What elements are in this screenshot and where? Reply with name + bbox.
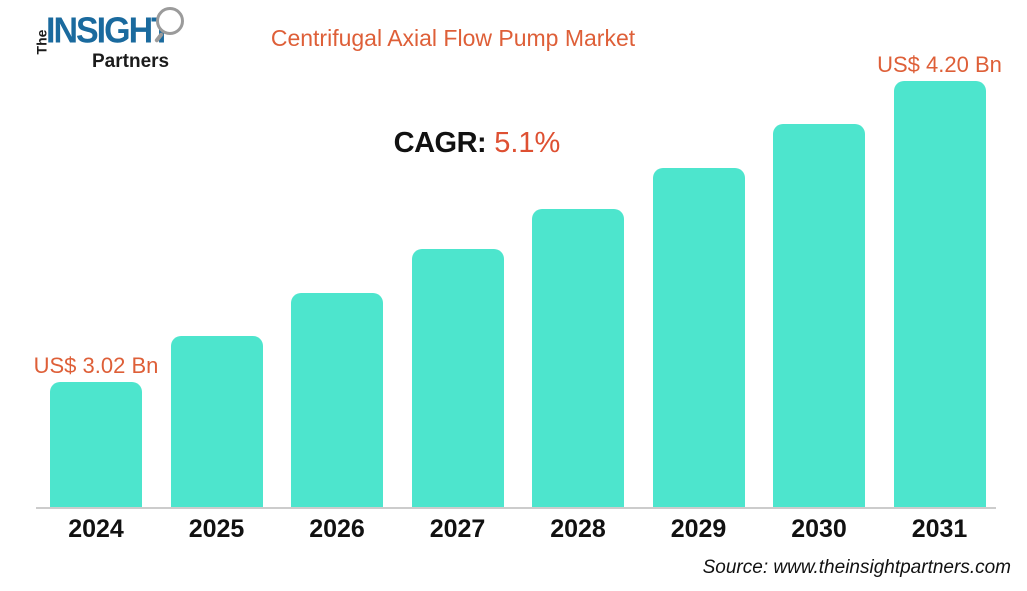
last-bar-value-label: US$ 4.20 Bn bbox=[877, 52, 1002, 77]
first-bar-value-label: US$ 3.02 Bn bbox=[33, 353, 159, 378]
cagr-label: CAGR: bbox=[393, 127, 487, 159]
chart-title: Centrifugal Axial Flow Pump Market bbox=[270, 25, 636, 51]
x-tick-label-2031: 2031 bbox=[911, 515, 968, 543]
x-tick-label-2025: 2025 bbox=[188, 515, 245, 543]
x-tick-label-2029: 2029 bbox=[670, 515, 727, 543]
x-tick-label-2027: 2027 bbox=[429, 515, 486, 543]
cagr-annotation: CAGR: 5.1% bbox=[394, 127, 561, 160]
bar-2026 bbox=[291, 293, 383, 507]
bar-2025 bbox=[170, 336, 263, 507]
source-note: Source: www.theinsightpartners.com bbox=[702, 557, 1011, 578]
magnifier-icon bbox=[156, 7, 184, 35]
insight-partners-logo: The INSIGHT Partners bbox=[16, 6, 191, 78]
x-tick-label-2024: 2024 bbox=[68, 515, 124, 543]
x-tick-label-2030: 2030 bbox=[791, 515, 847, 543]
bar-2028 bbox=[532, 209, 624, 507]
logo-insight-label: INSIGHT bbox=[46, 11, 172, 51]
x-axis-line bbox=[36, 507, 996, 509]
x-tick-label-2026: 2026 bbox=[309, 515, 365, 543]
bar-2029 bbox=[652, 168, 745, 507]
x-tick-label-2028: 2028 bbox=[550, 515, 606, 543]
bar-2027 bbox=[411, 249, 504, 507]
cagr-value: 5.1% bbox=[494, 127, 561, 159]
logo-partners-label: Partners bbox=[92, 51, 170, 72]
bar-2024 bbox=[50, 382, 142, 507]
bar-2031 bbox=[893, 81, 986, 507]
bar-2030 bbox=[773, 124, 865, 507]
